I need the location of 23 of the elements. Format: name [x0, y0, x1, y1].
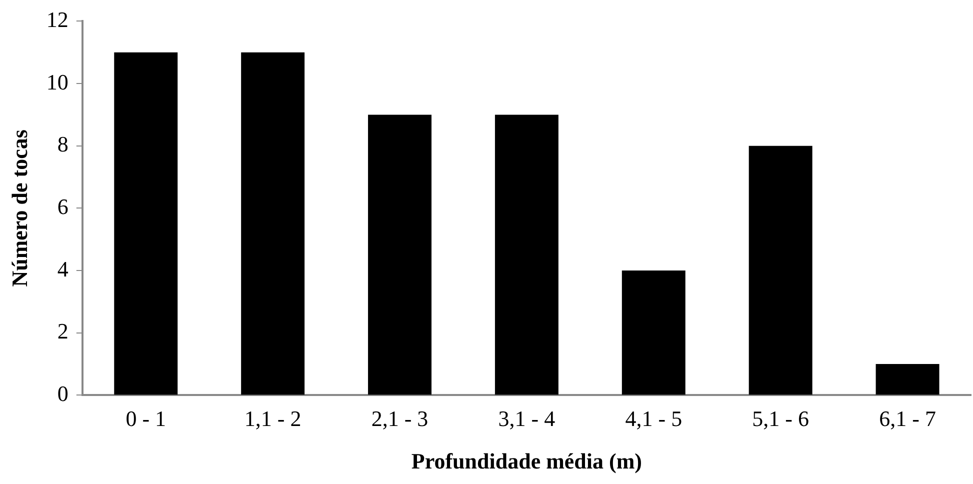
y-axis-title: Número de tocas	[6, 129, 32, 287]
x-tick-label: 1,1 - 2	[244, 406, 302, 432]
x-tick-label: 3,1 - 4	[498, 406, 556, 432]
bar	[241, 52, 305, 395]
bar	[622, 270, 686, 395]
y-tick-label: 8	[57, 132, 68, 157]
y-tick-label: 6	[57, 194, 68, 219]
bar	[494, 114, 558, 395]
x-tick-label: 6,1 - 7	[879, 406, 936, 432]
x-axis-title: Profundidade média (m)	[411, 448, 642, 474]
bar	[876, 364, 940, 395]
y-tick-label: 2	[57, 318, 68, 344]
y-tick-label: 4	[57, 256, 68, 282]
y-tick-label: 0	[57, 380, 68, 406]
y-tick-label: 10	[46, 69, 68, 94]
bar	[748, 146, 812, 395]
x-tick-label: 0 - 1	[126, 406, 166, 432]
y-tick-label: 12	[46, 6, 68, 32]
x-tick-label: 5,1 - 6	[752, 406, 809, 432]
bar	[114, 52, 178, 395]
x-tick-label: 2,1 - 3	[371, 406, 428, 432]
bar	[368, 114, 432, 395]
x-tick-label: 4,1 - 5	[625, 406, 682, 432]
